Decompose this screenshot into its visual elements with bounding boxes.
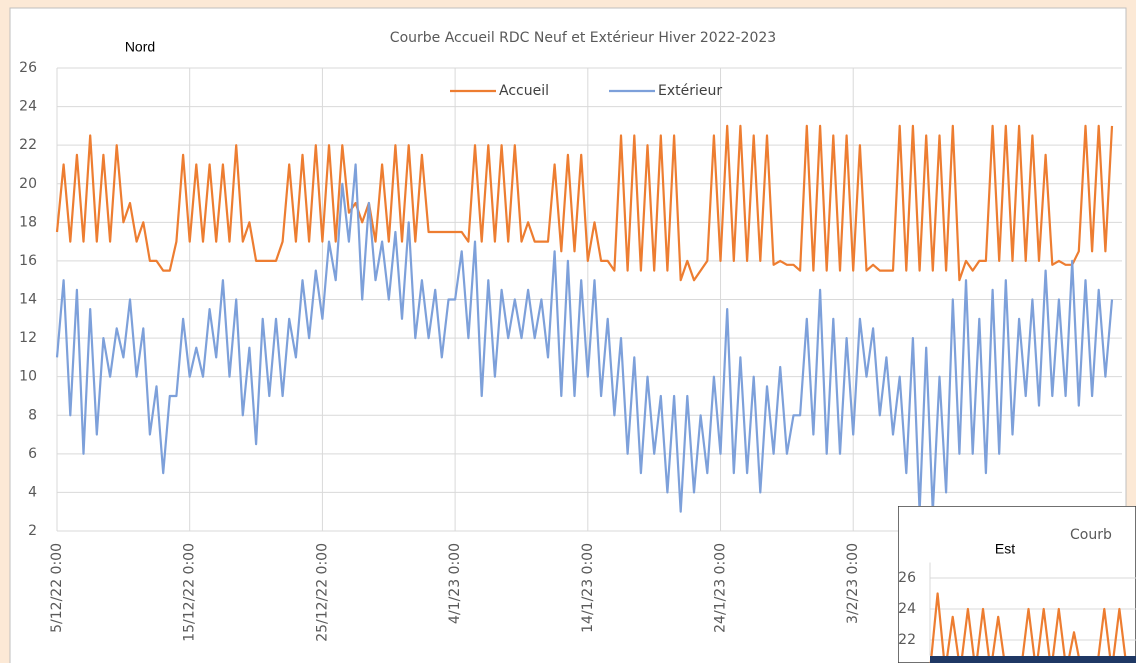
y-tick-label: 14 [19,292,37,308]
y-tick-label: 24 [19,99,37,115]
y-tick-label: 12 [19,330,37,346]
y-tick-label: 20 [19,176,37,192]
y-tick-label: 26 [898,570,916,586]
series-line [55,124,1114,282]
y-tick-label: 16 [19,253,37,269]
x-tick-label: 25/12/22 0:00 [314,543,330,642]
legend-label: Extérieur [658,83,722,99]
y-tick-label: 24 [898,601,916,617]
y-tick-label: 6 [28,446,37,462]
annotation: Est [995,541,1015,557]
x-tick-label: 24/1/23 0:00 [713,543,729,633]
inset-highlight-bar [930,656,1136,663]
inset-chart: 22 24 26 Courb Est [898,506,1136,663]
y-tick-label: 8 [28,407,37,423]
series-line [929,592,1128,663]
chart-title: Courb [1070,527,1112,543]
legend-label: Accueil [499,83,549,99]
y-tick-label: 10 [19,369,37,385]
chart-title: Courbe Accueil RDC Neuf et Extérieur Hiv… [390,30,776,46]
x-tick-label: 15/12/22 0:00 [182,543,198,642]
y-tick-label: 2 [28,523,37,539]
y-tick-label: 22 [19,137,37,153]
y-tick-label: 22 [898,632,916,648]
x-tick-label: 3/2/23 0:00 [845,543,861,624]
y-tick-label: 26 [19,60,37,76]
x-tick-label: 4/1/23 0:00 [447,543,463,624]
x-tick-label: 5/12/22 0:00 [49,543,65,633]
series-line [55,163,1114,513]
annotation: Nord [125,39,155,55]
x-tick-label: 14/1/23 0:00 [580,543,596,633]
inset-panel [898,506,1136,663]
y-tick-label: 4 [28,484,37,500]
y-tick-label: 18 [19,214,37,230]
